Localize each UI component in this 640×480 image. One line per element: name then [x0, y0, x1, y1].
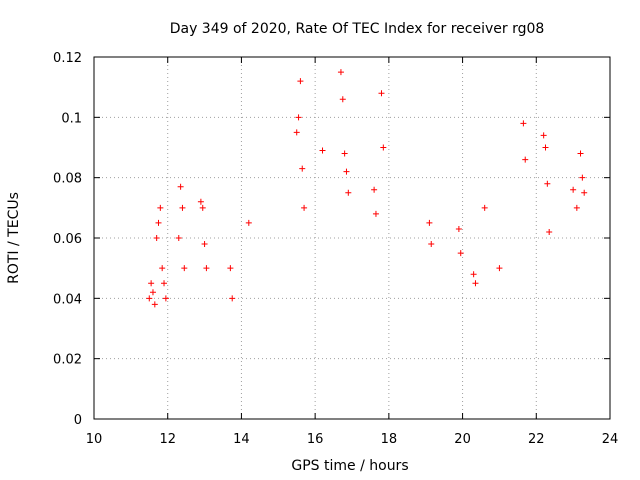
- data-point: [181, 265, 188, 272]
- x-tick-label: 10: [86, 432, 103, 447]
- data-point: [341, 150, 348, 157]
- data-point: [345, 189, 352, 196]
- data-point: [426, 219, 433, 226]
- y-tick-label: 0.08: [53, 172, 82, 187]
- data-point: [380, 144, 387, 151]
- y-tick-label: 0: [74, 413, 82, 428]
- data-point: [299, 165, 306, 172]
- data-point: [472, 280, 479, 287]
- x-tick-label: 14: [233, 432, 250, 447]
- x-tick-label: 22: [528, 432, 545, 447]
- data-point: [161, 280, 168, 287]
- data-point: [301, 204, 308, 211]
- data-point: [428, 241, 435, 248]
- data-point: [203, 265, 210, 272]
- data-point: [542, 144, 549, 151]
- x-tick-label: 24: [602, 432, 619, 447]
- data-point: [570, 186, 577, 193]
- data-points: [146, 69, 588, 308]
- data-point: [245, 219, 252, 226]
- data-point: [343, 168, 350, 175]
- data-point: [546, 228, 553, 235]
- data-point: [577, 150, 584, 157]
- y-tick-label: 0.04: [53, 292, 82, 307]
- data-point: [149, 289, 156, 296]
- data-point: [177, 183, 184, 190]
- data-point: [175, 235, 182, 241]
- data-point: [579, 174, 586, 181]
- data-point: [155, 219, 162, 226]
- data-point: [297, 78, 304, 85]
- data-point: [199, 204, 206, 211]
- data-point: [146, 295, 153, 302]
- plot-frame: [93, 56, 611, 420]
- data-point: [522, 156, 529, 163]
- data-point: [581, 189, 588, 196]
- data-point: [295, 114, 302, 121]
- y-tick-label: 0.12: [53, 51, 82, 66]
- x-axis-tick-labels: 10 12 14 16 18 20 22 24: [86, 432, 619, 447]
- data-point: [293, 129, 300, 136]
- data-point: [457, 250, 464, 257]
- data-point: [371, 186, 378, 193]
- x-tick-label: 18: [381, 432, 398, 447]
- y-axis-label: ROTI / TECUs: [6, 192, 22, 284]
- data-point: [378, 90, 385, 97]
- data-point: [496, 265, 503, 272]
- y-axis-tick-labels: 0 0.02 0.04 0.06 0.08 0.1 0.12: [53, 51, 82, 428]
- data-point: [540, 132, 547, 139]
- data-point: [162, 295, 169, 302]
- x-axis-label: GPS time / hours: [291, 458, 408, 474]
- data-point: [573, 204, 580, 211]
- grid-lines: [94, 57, 610, 419]
- x-tick-label: 12: [159, 432, 176, 447]
- y-tick-label: 0.02: [53, 353, 82, 368]
- data-point: [157, 204, 164, 211]
- data-point: [339, 96, 346, 103]
- data-point: [229, 295, 236, 302]
- data-point: [481, 204, 488, 211]
- data-point: [201, 241, 208, 248]
- data-point: [455, 225, 462, 232]
- data-point: [337, 69, 344, 76]
- chart-title: Day 349 of 2020, Rate Of TEC Index for r…: [170, 21, 545, 37]
- data-point: [319, 147, 326, 154]
- data-point: [153, 235, 160, 241]
- data-point: [197, 198, 204, 205]
- data-point: [372, 210, 379, 217]
- data-point: [151, 301, 158, 308]
- y-tick-label: 0.1: [61, 111, 82, 126]
- data-point: [148, 280, 155, 287]
- data-point: [520, 120, 527, 127]
- data-point: [227, 265, 234, 272]
- x-tick-label: 16: [307, 432, 324, 447]
- data-point: [159, 265, 166, 272]
- data-point: [544, 180, 551, 187]
- data-point: [470, 271, 477, 278]
- y-tick-label: 0.06: [53, 232, 82, 247]
- x-tick-label: 20: [454, 432, 471, 447]
- data-point: [179, 204, 186, 211]
- axis-ticks: [93, 56, 611, 420]
